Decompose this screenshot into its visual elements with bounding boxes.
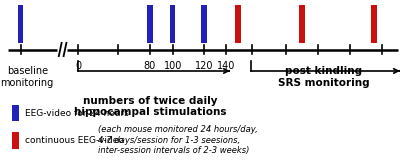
Text: numbers of twice daily
hippocampal stimulations: numbers of twice daily hippocampal stimu… (74, 96, 226, 117)
Bar (170, 5, 175, 43)
Text: (each mouse monitored 24 hours/day,
4-7 days/session for 1-3 seesions,
inter-ses: (each mouse monitored 24 hours/day, 4-7 … (98, 125, 258, 155)
Text: 140: 140 (217, 61, 235, 71)
Text: baseline
monitoring: baseline monitoring (0, 66, 54, 88)
Bar (18, 5, 23, 43)
Text: continuous EEG-video: continuous EEG-video (25, 136, 124, 145)
Text: 80: 80 (144, 61, 156, 71)
Text: 0: 0 (75, 61, 81, 71)
Bar (299, 5, 305, 43)
Text: EEG-video for 24 hours: EEG-video for 24 hours (25, 109, 129, 117)
Bar (12, 132, 19, 148)
Bar (12, 105, 19, 121)
Text: 100: 100 (164, 61, 182, 71)
Bar (147, 5, 153, 43)
Text: 120: 120 (195, 61, 213, 71)
Bar (235, 5, 241, 43)
Bar (372, 5, 377, 43)
Text: post kindling
SRS monitoring: post kindling SRS monitoring (278, 66, 370, 88)
Bar (202, 5, 207, 43)
